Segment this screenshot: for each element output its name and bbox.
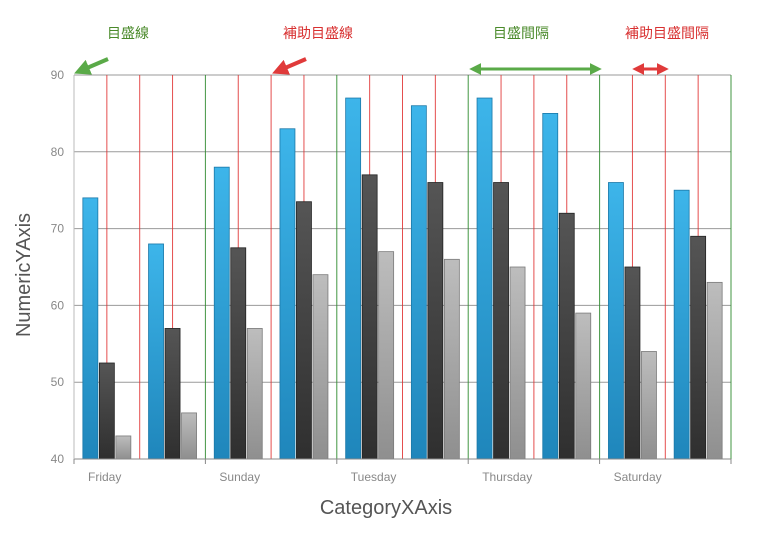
x-tick-label: Friday xyxy=(88,470,121,484)
bar-series-1-7 xyxy=(558,212,575,460)
bar-series-2-8 xyxy=(641,351,657,460)
bar-series-2-0 xyxy=(115,435,132,460)
bar-series-1-4 xyxy=(361,174,378,460)
bar-series-2-1 xyxy=(181,412,197,460)
bar-series-1-2 xyxy=(230,247,247,460)
bar-series-2-6 xyxy=(509,266,526,460)
y-tick-label: 60 xyxy=(51,298,65,312)
annotation-major-gridline: 目盛線 xyxy=(107,25,149,41)
annotation-major-interval: 目盛間隔 xyxy=(493,25,549,41)
bar-series-1-1 xyxy=(164,328,181,460)
y-axis-title: NumericYAxis xyxy=(13,213,35,337)
annotation-minor-gridline: 補助目盛線 xyxy=(283,25,353,41)
y-tick-label: 80 xyxy=(51,145,65,159)
bar-series-2-7 xyxy=(575,312,592,460)
bar-series-1-5 xyxy=(427,182,444,460)
x-tick-label: Thursday xyxy=(482,470,532,484)
y-tick-label: 70 xyxy=(51,222,65,236)
bar-series-1-8 xyxy=(624,266,641,460)
bar-series-0-7 xyxy=(542,113,559,460)
bar-series-2-9 xyxy=(706,281,723,460)
x-tick-label: Tuesday xyxy=(351,470,397,484)
y-tick-label: 90 xyxy=(51,68,65,82)
annotation-minor-interval: 補助目盛間隔 xyxy=(625,25,709,41)
bar-series-0-0 xyxy=(82,197,99,460)
bar-series-0-2 xyxy=(213,166,230,460)
bar-series-0-4 xyxy=(345,97,362,460)
tick-labels: 40 50 60 70 80 90 Friday Sunday Tuesday Thursday S… xyxy=(51,68,662,484)
bar-series-0-8 xyxy=(608,182,624,460)
bar-series-1-3 xyxy=(296,201,312,460)
x-tick-label: Sunday xyxy=(219,470,260,484)
bars xyxy=(82,97,723,460)
bar-series-0-6 xyxy=(476,97,493,460)
arrow-major-gridline xyxy=(74,57,109,75)
axes xyxy=(73,75,732,464)
x-axis-title: CategoryXAxis xyxy=(320,497,452,519)
bar-series-1-0 xyxy=(98,362,115,460)
bar-series-0-1 xyxy=(148,243,164,460)
arrow-minor-gridline xyxy=(272,57,307,75)
bar-series-0-9 xyxy=(673,189,690,460)
bar-series-2-3 xyxy=(312,274,329,460)
bar-series-2-2 xyxy=(246,328,263,460)
bar-series-2-5 xyxy=(443,258,460,460)
bar-series-1-9 xyxy=(690,235,707,460)
bar-series-2-4 xyxy=(378,251,395,460)
bar-series-1-6 xyxy=(493,182,509,460)
x-tick-label: Saturday xyxy=(614,470,662,484)
y-tick-label: 40 xyxy=(51,452,65,466)
y-tick-label: 50 xyxy=(51,375,65,389)
bar-series-0-3 xyxy=(279,128,296,460)
bar-series-0-5 xyxy=(410,105,427,460)
